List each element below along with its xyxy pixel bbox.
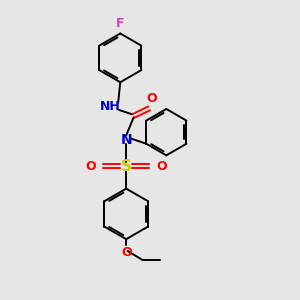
Text: O: O [146, 92, 157, 105]
Text: O: O [121, 246, 131, 259]
Text: NH: NH [100, 100, 120, 113]
Text: O: O [85, 160, 96, 173]
Text: S: S [121, 159, 132, 174]
Text: F: F [116, 17, 124, 30]
Text: N: N [120, 133, 132, 147]
Text: O: O [157, 160, 167, 173]
